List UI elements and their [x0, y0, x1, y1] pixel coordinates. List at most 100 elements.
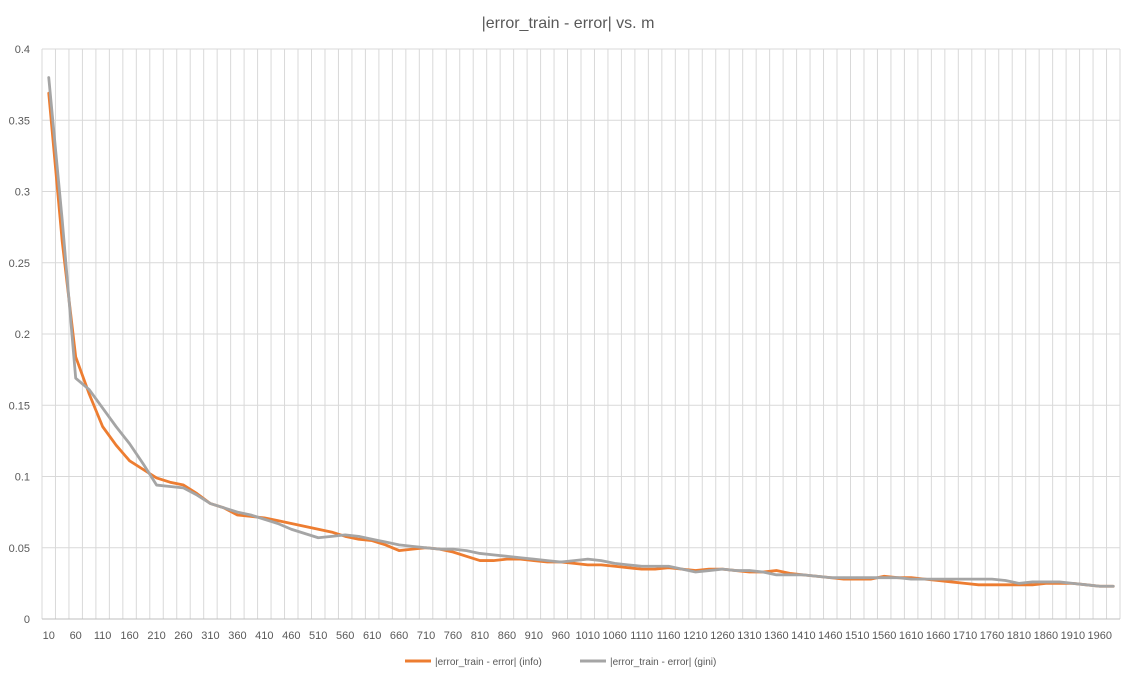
data-point — [492, 559, 494, 561]
data-point — [600, 559, 602, 561]
x-tick-label: 960 — [552, 630, 570, 642]
x-tick-label: 910 — [525, 630, 543, 642]
chart-title: |error_train - error| vs. m — [482, 15, 655, 32]
legend-label: |error_train - error| (gini) — [610, 657, 716, 668]
data-point — [169, 485, 171, 487]
data-point — [708, 569, 710, 571]
data-point — [344, 534, 346, 536]
data-point — [452, 548, 454, 550]
data-point — [1018, 582, 1020, 584]
x-tick-label: 1910 — [1061, 630, 1085, 642]
data-point — [560, 561, 562, 563]
y-tick-label: 0 — [24, 614, 30, 626]
data-point — [533, 558, 535, 560]
data-point — [452, 551, 454, 553]
data-point — [694, 571, 696, 573]
data-point — [250, 514, 252, 516]
x-tick-label: 660 — [390, 630, 408, 642]
data-point — [115, 444, 117, 446]
data-point — [317, 528, 319, 530]
y-tick-label: 0.1 — [15, 472, 30, 484]
x-tick-label: 1760 — [980, 630, 1004, 642]
data-point — [762, 571, 764, 573]
legend: |error_train - error| (info) |error_train… — [405, 657, 716, 668]
x-tick-label: 1560 — [872, 630, 896, 642]
x-tick-label: 1160 — [657, 630, 681, 642]
data-point — [331, 531, 333, 533]
data-point — [398, 549, 400, 551]
data-point — [1099, 585, 1101, 587]
data-point — [829, 576, 831, 578]
data-point — [101, 425, 103, 427]
data-point — [883, 576, 885, 578]
x-tick-label: 510 — [309, 630, 327, 642]
data-point — [425, 547, 427, 549]
data-point — [182, 484, 184, 486]
x-tick-label: 210 — [147, 630, 165, 642]
x-tick-label: 1860 — [1034, 630, 1058, 642]
x-tick-label: 1410 — [791, 630, 815, 642]
data-point — [411, 545, 413, 547]
x-tick-label: 810 — [471, 630, 489, 642]
data-point — [384, 544, 386, 546]
data-point — [721, 568, 723, 570]
x-tick-label: 1010 — [575, 630, 599, 642]
x-tick-label: 1210 — [683, 630, 707, 642]
data-point — [236, 511, 238, 513]
data-point — [317, 537, 319, 539]
data-point — [1031, 584, 1033, 586]
data-point — [48, 76, 50, 78]
x-tick-label: 1810 — [1007, 630, 1031, 642]
data-point — [546, 559, 548, 561]
data-point — [277, 519, 279, 521]
y-tick-label: 0.25 — [9, 258, 30, 270]
data-point — [654, 568, 656, 570]
data-point — [304, 532, 306, 534]
data-point — [1004, 584, 1006, 586]
x-tick-label: 1960 — [1088, 630, 1112, 642]
x-tick-label: 10 — [43, 630, 55, 642]
data-point — [88, 388, 90, 390]
data-point — [506, 555, 508, 557]
data-point — [357, 538, 359, 540]
data-point — [61, 219, 63, 221]
data-point — [142, 462, 144, 464]
data-point — [479, 559, 481, 561]
data-point — [681, 568, 683, 570]
data-point — [236, 514, 238, 516]
x-tick-label: 1610 — [899, 630, 923, 642]
data-point — [155, 484, 157, 486]
y-tick-label: 0.35 — [9, 115, 30, 127]
data-point — [115, 425, 117, 427]
data-point — [290, 522, 292, 524]
series-line-gini — [47, 76, 1115, 588]
data-point — [640, 565, 642, 567]
data-point — [991, 578, 993, 580]
axes: 00.050.10.150.20.250.30.350.410 60 110 160 2… — [9, 44, 1120, 642]
data-point — [398, 544, 400, 546]
data-point — [74, 377, 76, 379]
y-tick-label: 0.4 — [15, 44, 30, 56]
x-tick-label: 60 — [70, 630, 82, 642]
data-point — [1072, 582, 1074, 584]
data-point — [465, 555, 467, 557]
x-tick-label: 310 — [201, 630, 219, 642]
data-point — [816, 575, 818, 577]
data-point — [870, 576, 872, 578]
x-tick-label: 160 — [120, 630, 138, 642]
data-point — [304, 525, 306, 527]
x-tick-label: 1660 — [926, 630, 950, 642]
data-point — [492, 554, 494, 556]
data-point — [640, 568, 642, 570]
data-point — [519, 557, 521, 559]
x-tick-label: 410 — [255, 630, 273, 642]
data-point — [196, 494, 198, 496]
data-point — [209, 502, 211, 504]
data-point — [223, 507, 225, 509]
data-point — [411, 548, 413, 550]
data-point — [856, 576, 858, 578]
series-lines — [47, 76, 1115, 588]
x-tick-label: 260 — [174, 630, 192, 642]
data-point — [1085, 584, 1087, 586]
data-point — [290, 528, 292, 530]
